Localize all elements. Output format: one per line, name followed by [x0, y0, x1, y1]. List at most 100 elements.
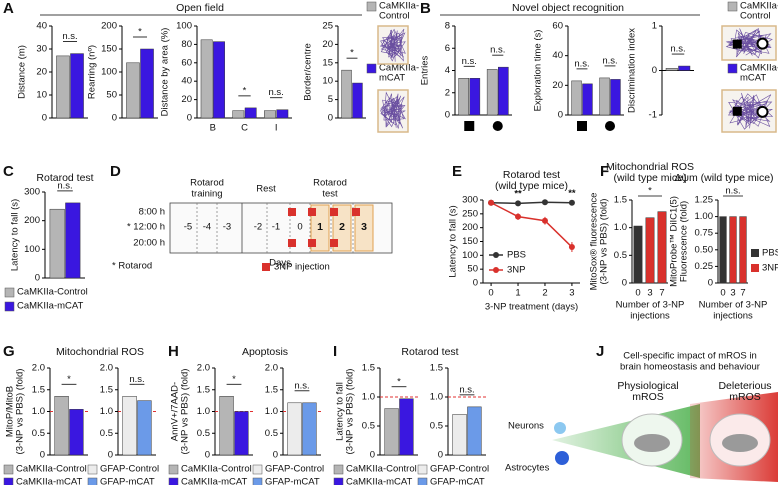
- bar: [467, 406, 482, 456]
- y-axis-label: Latency to fall (s): [10, 199, 21, 271]
- injection-mark: [308, 208, 316, 216]
- y-tick-label: 30: [36, 44, 47, 55]
- significance-label: *: [243, 85, 247, 96]
- y-tick-label: 1.0: [32, 406, 45, 417]
- legend-swatch: [366, 63, 377, 74]
- panel-letter: C: [3, 163, 14, 180]
- day-label: -3: [223, 222, 231, 233]
- y-tick-label: 0: [205, 450, 210, 461]
- y-tick-label: 0.5: [265, 428, 278, 439]
- y-tick-label: 2.0: [32, 363, 45, 374]
- legend-label: GFAP-Control: [100, 464, 159, 475]
- x-tick-label: 0: [720, 288, 725, 299]
- beam-label: mROS: [632, 391, 664, 403]
- significance-label: n.s.: [294, 380, 309, 391]
- day-label: -5: [184, 222, 192, 233]
- legend-label: 3NP: [762, 263, 778, 274]
- panel-title: Mitochondrial ROS: [56, 346, 144, 358]
- legend-swatch: [3, 464, 14, 475]
- panel-letter: B: [420, 0, 431, 17]
- panel-title: brain homeostasis and behaviour: [620, 362, 760, 373]
- y-tick-label: 1.5: [32, 384, 45, 395]
- bar: [302, 402, 317, 456]
- injection-mark: [308, 239, 316, 247]
- legend-label: mCAT: [740, 73, 766, 84]
- x-tick-label: 0: [488, 288, 493, 299]
- panel-letter: G: [3, 343, 15, 360]
- panel-letter: I: [333, 343, 337, 360]
- y-tick-label: 1.5: [265, 384, 278, 395]
- bar: [49, 208, 65, 279]
- bar: [54, 396, 69, 456]
- object-icon: [732, 106, 742, 116]
- y-tick-label: 50: [106, 90, 117, 101]
- bar: [341, 69, 352, 119]
- x-tick-label: 3: [647, 288, 652, 299]
- legend-label: GFAP-Control: [265, 464, 324, 475]
- significance-label: n.s.: [490, 45, 505, 56]
- y-tick-label: 2.0: [265, 363, 278, 374]
- series-point: [515, 213, 522, 220]
- y-axis-label: (3-NP vs PBS) (fold): [180, 369, 191, 455]
- x-tick-label: 1: [515, 288, 520, 299]
- bar: [458, 78, 470, 116]
- y-tick-label: 40: [36, 21, 47, 32]
- legend-label: Control: [379, 11, 410, 22]
- bar: [65, 202, 81, 279]
- phase-label: Rest: [256, 184, 276, 195]
- significance-label: *: [350, 48, 354, 59]
- y-tick-label: 0: [445, 110, 450, 121]
- series-point: [488, 199, 495, 206]
- y-axis-label: Distance by area (%): [160, 28, 171, 117]
- beam-label: mROS: [729, 391, 761, 403]
- y-tick-label: 2.0: [197, 363, 210, 374]
- y-tick-label: 40: [181, 76, 192, 87]
- y-tick-label: 4: [445, 65, 450, 76]
- y-tick-label: 25: [322, 21, 333, 32]
- y-tick-label: 0: [108, 450, 113, 461]
- x-tick-label: 0: [635, 288, 640, 299]
- bar: [137, 400, 152, 456]
- bar: [352, 82, 363, 119]
- legend-marker: [493, 267, 499, 273]
- x-axis-label: Number of 3-NP: [616, 300, 685, 311]
- y-tick-label: 100: [24, 244, 40, 255]
- bar: [599, 77, 610, 116]
- legend-swatch: [751, 249, 759, 257]
- significance-label: **: [514, 188, 522, 199]
- y-tick-label: 100: [176, 21, 192, 32]
- injection-mark: [330, 239, 338, 247]
- y-tick-label: 0: [273, 450, 278, 461]
- injection-mark: [262, 263, 270, 271]
- day-label: 0: [297, 222, 302, 233]
- phase-label: training: [191, 189, 222, 200]
- injection-mark: [352, 208, 360, 216]
- astrocyte-icon: [555, 451, 569, 465]
- legend-label: CaMKIIa-mCAT: [346, 477, 413, 485]
- bar: [399, 398, 414, 456]
- object-icon: [577, 121, 587, 131]
- y-tick-label: 1.5: [430, 363, 443, 374]
- series-point: [541, 217, 548, 224]
- injection-mark: [288, 208, 296, 216]
- y-tick-label: 200: [24, 215, 40, 226]
- panel-letter: F: [600, 163, 609, 180]
- object-icon: [464, 121, 475, 131]
- bar: [498, 66, 509, 116]
- y-tick-label: 1.5: [197, 384, 210, 395]
- significance-label: n.s.: [459, 384, 474, 395]
- legend-swatch: [727, 63, 738, 74]
- bar: [582, 83, 593, 116]
- y-tick-label: 0.5: [100, 428, 113, 439]
- significance-label: *: [648, 186, 652, 197]
- bar: [729, 216, 737, 284]
- x-tick-label: C: [241, 123, 248, 134]
- phase-label: Rotarod: [313, 178, 347, 189]
- legend-label: CaMKIIa-Control: [16, 464, 87, 475]
- legend-swatch: [751, 264, 759, 272]
- bar: [739, 216, 747, 284]
- significance-label: n.s.: [62, 31, 77, 42]
- bar: [665, 68, 678, 71]
- panel-title: Rotarod test: [401, 346, 458, 358]
